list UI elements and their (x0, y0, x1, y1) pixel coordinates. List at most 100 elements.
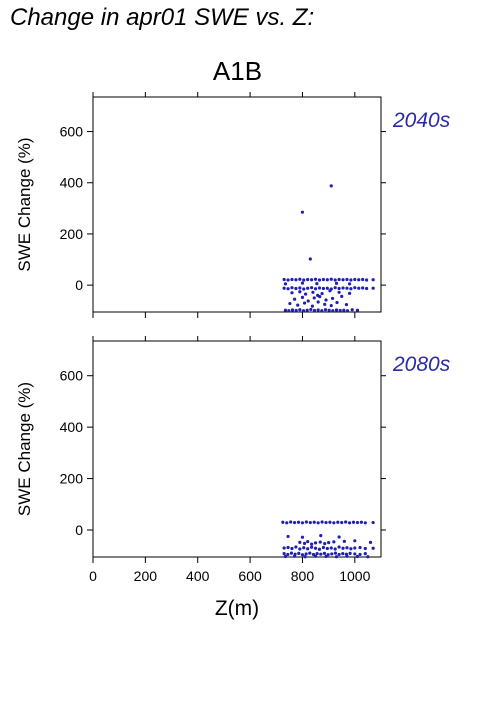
y-axis-title: SWE Change (%) (15, 382, 34, 516)
data-point (300, 553, 305, 557)
data-point (347, 282, 352, 286)
data-point (329, 304, 333, 308)
data-point (316, 521, 320, 525)
data-point (293, 554, 297, 558)
y-tick-label: 0 (75, 522, 83, 538)
data-point (355, 520, 360, 525)
data-point (353, 552, 357, 556)
data-point (298, 277, 302, 281)
data-point (371, 278, 375, 282)
data-point (363, 552, 367, 556)
data-point (358, 545, 362, 550)
data-point (319, 552, 323, 556)
y-tick-label: 0 (75, 277, 83, 293)
data-point (312, 308, 317, 313)
data-point (298, 540, 302, 544)
data-point (332, 521, 336, 525)
data-point (313, 287, 318, 291)
data-point (329, 277, 333, 281)
x-tick-label: 200 (134, 568, 158, 584)
data-point (340, 520, 344, 525)
x-tick-label: 1000 (339, 568, 370, 584)
y-tick-label: 400 (60, 419, 84, 435)
data-point (323, 308, 328, 312)
x-tick-label: 600 (238, 568, 262, 584)
data-point (281, 520, 285, 524)
data-point (368, 540, 373, 544)
data-point (298, 286, 302, 290)
data-point (289, 551, 294, 555)
data-point (365, 286, 369, 291)
data-point (333, 551, 338, 555)
data-point (313, 277, 318, 281)
data-point (320, 291, 324, 296)
data-point (333, 278, 337, 282)
y-tick-label: 600 (60, 124, 84, 140)
data-point (358, 552, 362, 557)
data-point (318, 295, 322, 299)
data-point (318, 540, 322, 544)
x-tick-label: 800 (291, 568, 315, 584)
data-point (312, 520, 316, 524)
data-point (282, 552, 286, 556)
data-point (293, 520, 297, 525)
data-point (306, 547, 310, 551)
data-point (294, 545, 298, 549)
data-point (293, 297, 297, 301)
data-point (348, 551, 352, 556)
x-tick-label: 400 (186, 568, 210, 584)
y-tick-label: 200 (60, 226, 84, 242)
data-point (341, 278, 345, 282)
data-point (355, 308, 360, 312)
data-point (311, 552, 316, 557)
data-point (312, 296, 316, 300)
data-point (341, 552, 345, 556)
data-point (287, 309, 291, 313)
data-point (288, 301, 292, 306)
data-point (286, 287, 290, 291)
data-point (290, 291, 294, 295)
page-title: Change in apr01 SWE vs. Z: (10, 4, 315, 31)
data-point (320, 520, 324, 524)
data-point (313, 546, 318, 550)
data-point (337, 277, 341, 282)
data-point (328, 289, 332, 293)
data-point (302, 278, 306, 282)
data-point (328, 520, 332, 524)
plot-frame (92, 96, 382, 313)
data-point (302, 541, 307, 545)
data-point (345, 277, 349, 282)
data-point (345, 554, 349, 558)
period-label: 2080s (392, 353, 451, 376)
data-point (309, 307, 313, 312)
y-tick-label: 400 (60, 175, 84, 191)
data-point (317, 547, 322, 551)
data-point (298, 547, 302, 551)
data-point (315, 552, 319, 556)
scenario-title: A1B (212, 56, 263, 86)
data-point (371, 520, 375, 525)
data-point (289, 520, 293, 524)
data-point (302, 287, 306, 291)
data-point (308, 257, 312, 261)
data-point (296, 303, 300, 307)
data-point (303, 555, 307, 559)
data-point (366, 555, 370, 559)
data-point (315, 281, 319, 286)
data-point (335, 300, 339, 305)
data-point (313, 554, 318, 558)
data-point (341, 286, 345, 290)
data-point (349, 287, 353, 291)
data-point (297, 551, 301, 556)
data-point (310, 286, 314, 290)
data-point (371, 546, 375, 550)
data-point (286, 545, 290, 550)
data-point (294, 286, 298, 291)
data-point (353, 277, 357, 282)
data-point (316, 300, 320, 304)
data-point (304, 552, 308, 556)
data-point (330, 296, 335, 301)
data-point (305, 308, 309, 312)
data-point (306, 286, 310, 290)
